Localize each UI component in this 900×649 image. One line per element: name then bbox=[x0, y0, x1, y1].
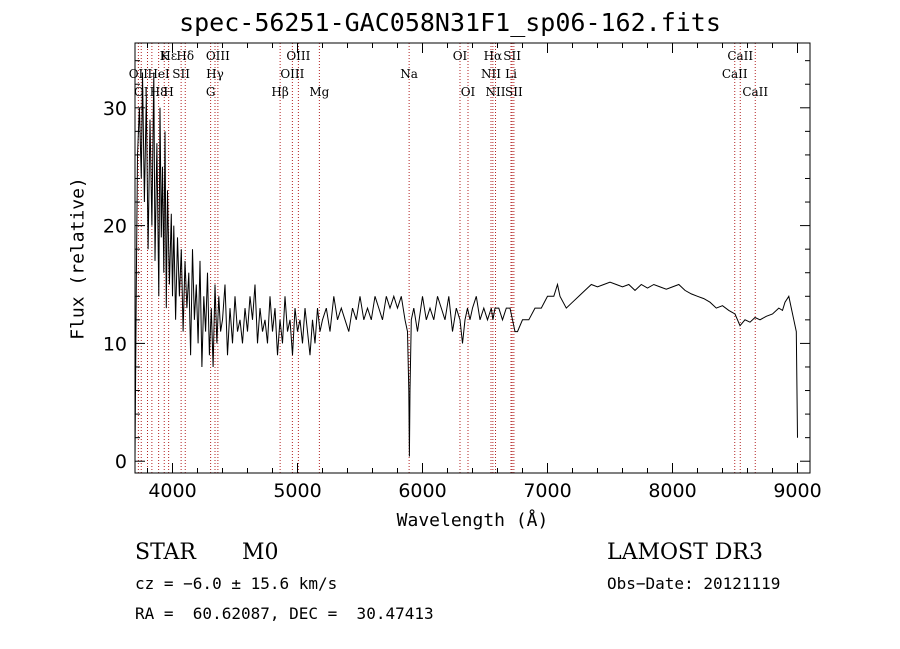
x-tick-label: 6000 bbox=[398, 480, 446, 502]
spectral-line-label: OI bbox=[134, 85, 149, 99]
spectral-line-label: SII bbox=[503, 49, 521, 63]
coordinates-text: RA = 60.62087, DEC = 30.47413 bbox=[135, 604, 434, 623]
spectral-line-label: H8 bbox=[150, 85, 168, 99]
spectral-line-label: Mg bbox=[309, 85, 329, 99]
chart-title: spec-56251-GAC058N31F1_sp06-162.fits bbox=[179, 8, 721, 37]
spectral-line-label: NII bbox=[481, 67, 501, 81]
spectral-line-label: CaII bbox=[742, 85, 768, 99]
spectral-line-label: OI bbox=[461, 85, 476, 99]
spectral-line-label: OIII bbox=[280, 67, 304, 81]
y-axis-label: Flux (relative) bbox=[67, 177, 89, 340]
x-tick-label: 9000 bbox=[773, 480, 821, 502]
plot-frame bbox=[134, 42, 811, 474]
survey-name: LAMOST DR3 bbox=[607, 540, 763, 565]
spectral-line-label: OIII bbox=[206, 49, 230, 63]
spectral-line-label: Na bbox=[400, 67, 418, 81]
spectral-line-label: Hα bbox=[484, 49, 503, 63]
y-tick-label: 0 bbox=[115, 451, 127, 473]
redshift-text: cz = −6.0 ± 15.6 km/s bbox=[135, 574, 338, 593]
y-tick-label: 10 bbox=[103, 333, 127, 355]
x-tick-label: 7000 bbox=[523, 480, 571, 502]
spectral-line-label: H bbox=[163, 85, 173, 99]
x-tick-label: 5000 bbox=[273, 480, 321, 502]
spectral-line-label: K bbox=[160, 49, 170, 63]
obs-date: Obs−Date: 20121119 bbox=[607, 574, 781, 593]
spectral-line-label: NII bbox=[486, 85, 506, 99]
spectral-line-label: Hε bbox=[160, 49, 177, 63]
spectral-line-label: Hβ bbox=[271, 85, 288, 99]
spectral-line-label: OIII bbox=[286, 49, 310, 63]
x-tick-label: 8000 bbox=[648, 480, 696, 502]
spectral-line-label: CaII bbox=[727, 49, 753, 63]
object-class: STAR bbox=[135, 540, 196, 565]
spectral-line-label: G bbox=[206, 85, 216, 99]
spectral-line-label: SII bbox=[505, 85, 523, 99]
spectrum-line bbox=[134, 72, 798, 459]
x-tick-label: 4000 bbox=[148, 480, 196, 502]
y-tick-label: 20 bbox=[103, 216, 127, 238]
object-subclass: M0 bbox=[242, 540, 279, 565]
spectral-line-label: Li bbox=[505, 67, 517, 81]
spectral-line-label: OI bbox=[453, 49, 468, 63]
spectral-line-label: OII bbox=[129, 67, 149, 81]
spectral-line-label: Hδ bbox=[176, 49, 194, 63]
y-tick-label: 30 bbox=[103, 98, 127, 120]
x-axis-label: Wavelength (Å) bbox=[396, 510, 549, 531]
spectral-line-label: HeI bbox=[147, 67, 170, 81]
spectral-line-label: CaII bbox=[722, 67, 748, 81]
spectral-line-label: SII bbox=[172, 67, 190, 81]
spectral-line-label: Hγ bbox=[206, 67, 224, 81]
